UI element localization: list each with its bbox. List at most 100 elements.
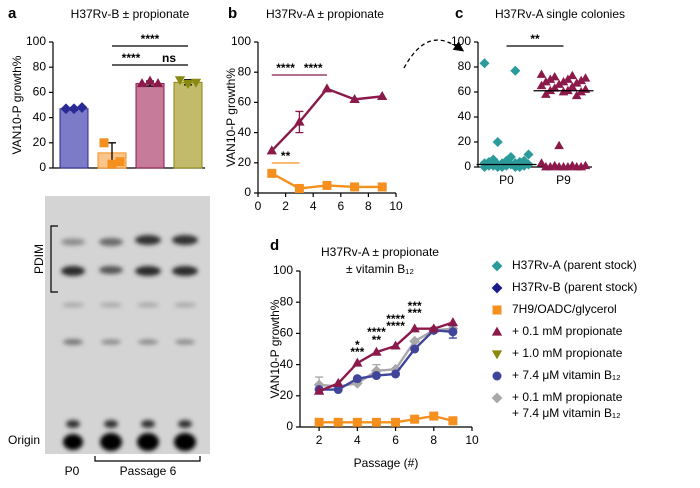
gel-image: [45, 196, 210, 462]
marker: [321, 83, 333, 93]
y-tick-label: 20: [280, 388, 294, 402]
marker: [447, 317, 459, 327]
marker: [567, 81, 578, 91]
y-tick-label: 20: [238, 155, 252, 169]
marker: [294, 116, 305, 126]
bar: [59, 108, 89, 169]
marker: [571, 78, 582, 87]
marker: [541, 89, 551, 98]
legend-marker: [491, 260, 503, 272]
legend-label: + 0.1 mM propionate: [512, 390, 623, 404]
chart-title: H37Rv-A ± propionate: [321, 245, 439, 259]
marker: [567, 70, 578, 80]
marker: [352, 417, 362, 427]
marker: [410, 344, 420, 354]
y-tick-label: 0: [464, 159, 471, 173]
marker: [391, 417, 401, 427]
sig-label: **: [281, 149, 291, 163]
sig-label: **: [372, 333, 382, 347]
sig-label: ns: [162, 51, 176, 65]
marker: [428, 323, 439, 333]
panel-label: c: [455, 5, 463, 22]
marker: [99, 138, 109, 148]
sig-label: ***: [408, 306, 422, 320]
gel-label: Passage 6: [120, 464, 177, 478]
marker: [371, 346, 382, 356]
y-tick-label: 0: [39, 160, 46, 174]
sig-label: ****: [141, 32, 160, 46]
marker: [448, 416, 458, 426]
y-tick-label: 40: [280, 357, 294, 371]
marker: [333, 417, 343, 427]
marker: [371, 371, 381, 381]
marker: [107, 159, 117, 169]
marker: [571, 161, 582, 171]
y-tick-label: 40: [458, 109, 472, 123]
marker: [349, 93, 360, 103]
chart-title: H37Rv-A single colonies: [495, 7, 625, 21]
series-line: [270, 87, 383, 152]
legend-label: + 7.4 μM vitamin B₁₂: [512, 368, 621, 382]
marker: [371, 417, 381, 427]
x-tick-label: 4: [354, 433, 361, 447]
x-tick-label: 8: [430, 433, 437, 447]
marker: [571, 90, 582, 100]
sig-label: **: [530, 32, 540, 46]
panel-label: b: [228, 5, 237, 22]
marker: [501, 160, 512, 171]
y-tick-label: 20: [33, 135, 47, 149]
marker: [391, 369, 401, 379]
sig-label: ****: [367, 325, 386, 339]
marker: [510, 65, 521, 76]
marker: [352, 374, 362, 384]
legend-marker: [491, 392, 503, 404]
chart-title: H37Rv-B ± propionate: [71, 7, 190, 21]
marker: [390, 340, 401, 350]
x-tick-label: 6: [392, 433, 399, 447]
x-tick-label: 2: [282, 199, 289, 213]
marker: [333, 385, 343, 395]
legend-marker: [491, 326, 503, 336]
marker: [314, 417, 324, 427]
y-tick-label: 60: [33, 85, 47, 99]
legend-label: + 1.0 mM propionate: [512, 346, 623, 360]
marker: [115, 157, 125, 167]
x-tick-label: 10: [465, 433, 479, 447]
panel-label: d: [270, 237, 279, 254]
sig-label: ***: [350, 345, 364, 359]
series-line: [318, 321, 454, 393]
chart-title: H37Rv-A ± propionate: [266, 7, 384, 21]
y-tick-label: 40: [33, 110, 47, 124]
bar: [135, 83, 165, 169]
marker: [410, 414, 420, 424]
y-tick-label: 100: [273, 263, 293, 277]
chart-subtitle: ± vitamin B₁₂: [346, 262, 414, 276]
legend-marker: [491, 282, 503, 294]
legend-label: H37Rv-A (parent stock): [512, 258, 637, 272]
marker: [182, 79, 194, 89]
y-tick-label: 40: [238, 125, 252, 139]
legend-marker: [492, 371, 502, 381]
marker: [152, 78, 164, 88]
marker: [536, 69, 547, 78]
marker: [479, 58, 490, 69]
x-tick-label: P9: [556, 173, 571, 187]
series-line: [319, 327, 453, 388]
marker: [479, 161, 490, 173]
marker: [350, 182, 360, 192]
x-tick-label: 0: [255, 199, 262, 213]
marker: [554, 161, 564, 171]
marker: [76, 102, 88, 113]
legend-label: + 0.1 mM propionate: [512, 324, 623, 338]
sig-label: *: [355, 338, 360, 352]
x-axis-label: Passage (#): [354, 456, 419, 470]
sig-label: ***: [408, 299, 422, 313]
x-tick-label: 2: [316, 433, 323, 447]
marker: [541, 76, 551, 86]
sig-label: ****: [276, 61, 295, 75]
marker: [267, 168, 277, 178]
marker: [429, 411, 439, 421]
x-tick-label: 6: [337, 199, 344, 213]
y-tick-label: 0: [286, 419, 293, 433]
marker: [377, 182, 387, 192]
